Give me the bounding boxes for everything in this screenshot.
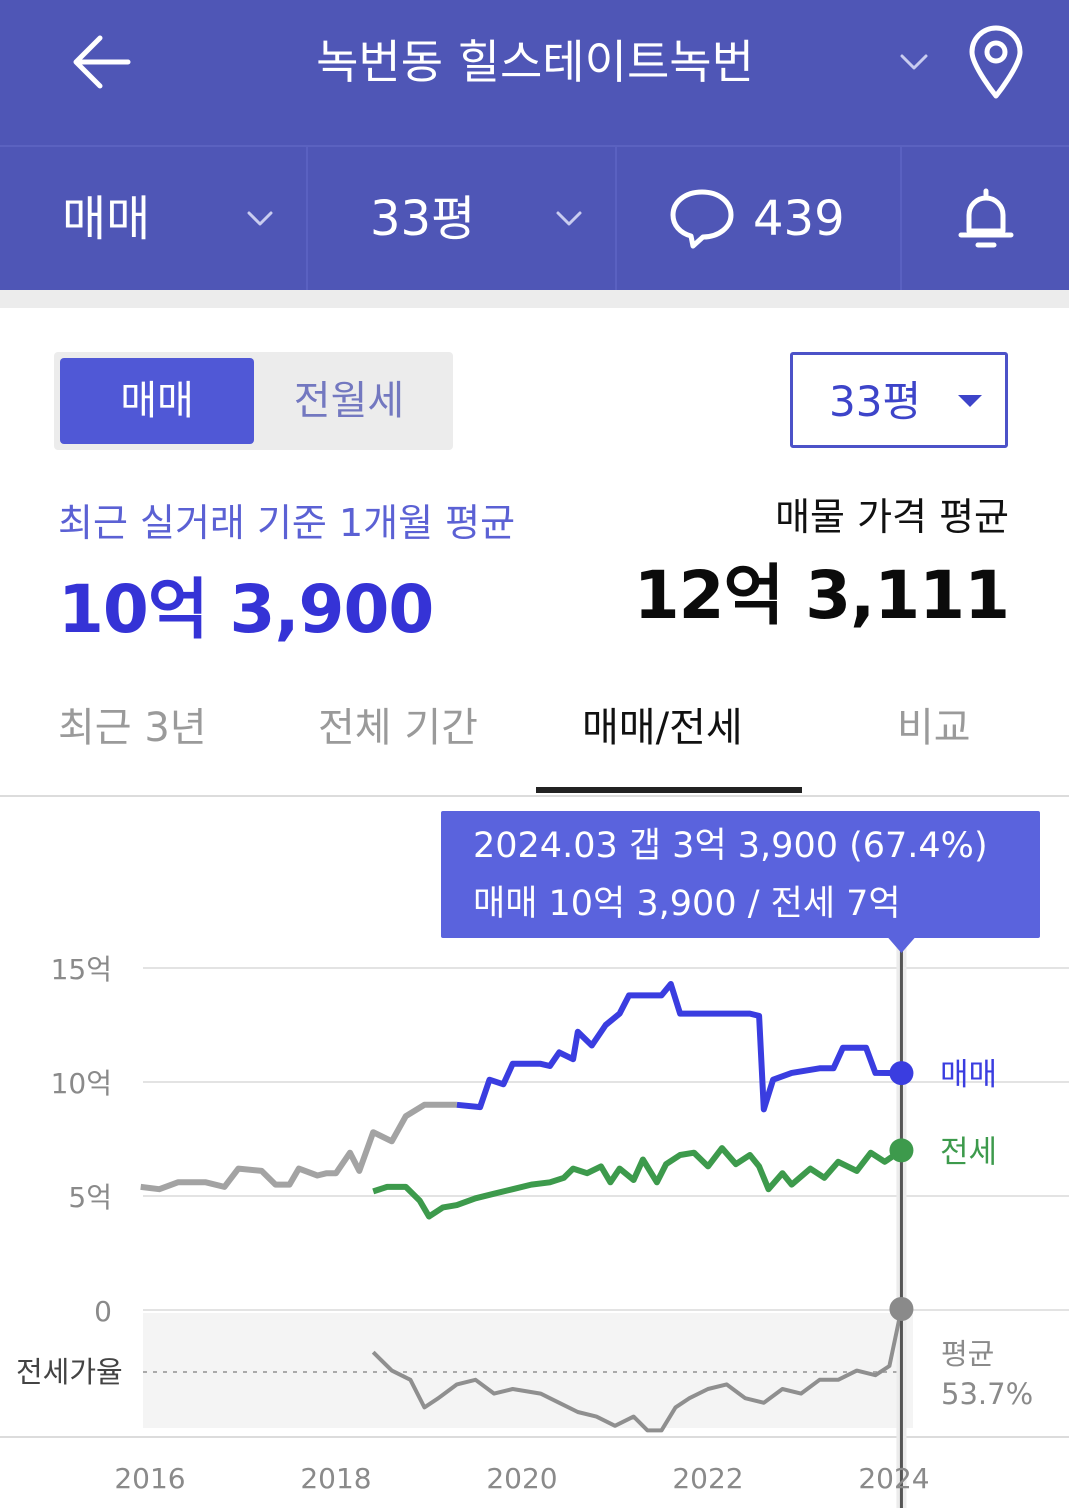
section-divider bbox=[0, 290, 1069, 308]
x-tick-label: 2016 bbox=[114, 1462, 185, 1495]
active-tab-indicator bbox=[536, 787, 802, 793]
period-tabs: 최근 3년 전체 기간 매매/전세 비교 bbox=[0, 680, 1069, 797]
ratio-axis-label: 전세가율 bbox=[16, 1355, 123, 1389]
y-tick-label: 5억 bbox=[68, 1181, 112, 1214]
size-filter[interactable]: 33평 bbox=[308, 147, 617, 290]
filter-bar: 매매 33평 439 bbox=[0, 145, 1069, 292]
deal-type-filter[interactable]: 매매 bbox=[0, 147, 308, 290]
size-label: 33평 bbox=[370, 191, 476, 247]
sale-end-label: 매매 bbox=[940, 1057, 997, 1093]
ratio-average-value: 53.7% bbox=[941, 1377, 1033, 1411]
ratio-series-line bbox=[371, 1308, 904, 1433]
recent-average-label: 최근 실거래 기준 1개월 평균 bbox=[58, 501, 516, 545]
chevron-down-icon[interactable] bbox=[896, 44, 932, 80]
comment-count: 439 bbox=[753, 191, 845, 247]
sale-endpoint bbox=[889, 1061, 914, 1086]
sale-series-early-line bbox=[140, 1101, 457, 1193]
ratio-endpoint bbox=[889, 1296, 914, 1321]
tab-sale-jeonse[interactable]: 매매/전세 bbox=[582, 705, 743, 751]
sale-series-line bbox=[456, 981, 902, 1113]
x-tick-label: 2022 bbox=[672, 1462, 743, 1495]
chart-tooltip: 2024.03 갭 3억 3,900 (67.4%) 매매 10억 3,900 … bbox=[441, 811, 1040, 938]
y-tick-label: 0 bbox=[94, 1295, 112, 1328]
caret-down-icon bbox=[958, 395, 982, 407]
speech-bubble-icon bbox=[670, 189, 734, 249]
bell-icon bbox=[958, 188, 1014, 248]
ratio-average-label: 평균 bbox=[941, 1337, 994, 1371]
x-tick-label: 2024 bbox=[858, 1462, 929, 1495]
arrow-left-icon[interactable] bbox=[70, 30, 134, 94]
y-tick-label: 15억 bbox=[51, 953, 112, 986]
app-header: 녹번동 힐스테이트녹번 bbox=[0, 0, 1069, 145]
jeonse-end-label: 전세 bbox=[940, 1134, 997, 1170]
segment-sale[interactable]: 매매 bbox=[60, 358, 254, 444]
listing-average-label: 매물 가격 평균 bbox=[775, 495, 1009, 539]
deal-type-label: 매매 bbox=[62, 191, 151, 247]
page-title[interactable]: 녹번동 힐스테이트녹번 bbox=[316, 35, 754, 89]
tab-recent-3y[interactable]: 최근 3년 bbox=[58, 705, 207, 751]
y-tick-label: 10억 bbox=[51, 1067, 112, 1100]
x-tick-label: 2020 bbox=[486, 1462, 557, 1495]
alert-button[interactable] bbox=[902, 147, 1069, 290]
recent-average-value: 10억 3,900 bbox=[58, 571, 434, 648]
tooltip-gap-line: 2024.03 갭 3억 3,900 (67.4%) bbox=[473, 826, 988, 866]
tooltip-price-line: 매매 10억 3,900 / 전세 7억 bbox=[473, 884, 901, 924]
tab-compare[interactable]: 비교 bbox=[897, 705, 971, 751]
ratio-band bbox=[143, 1313, 913, 1428]
jeonse-endpoint bbox=[889, 1138, 914, 1163]
chevron-down-icon bbox=[247, 211, 273, 226]
size-select[interactable]: 33평 bbox=[790, 352, 1008, 448]
size-select-value: 33평 bbox=[829, 377, 922, 426]
jeonse-series-line bbox=[372, 1145, 904, 1220]
tooltip-pointer bbox=[887, 937, 916, 953]
listing-average-value: 12억 3,111 bbox=[633, 557, 1010, 634]
tab-all-period[interactable]: 전체 기간 bbox=[318, 705, 478, 751]
segment-rent[interactable]: 전월세 bbox=[293, 378, 405, 424]
chevron-down-icon bbox=[556, 211, 582, 226]
deal-segment-control: 매매 전월세 bbox=[54, 352, 453, 450]
x-tick-label: 2018 bbox=[300, 1462, 371, 1495]
map-pin-icon[interactable] bbox=[966, 24, 1026, 100]
comments-button[interactable]: 439 bbox=[617, 147, 902, 290]
